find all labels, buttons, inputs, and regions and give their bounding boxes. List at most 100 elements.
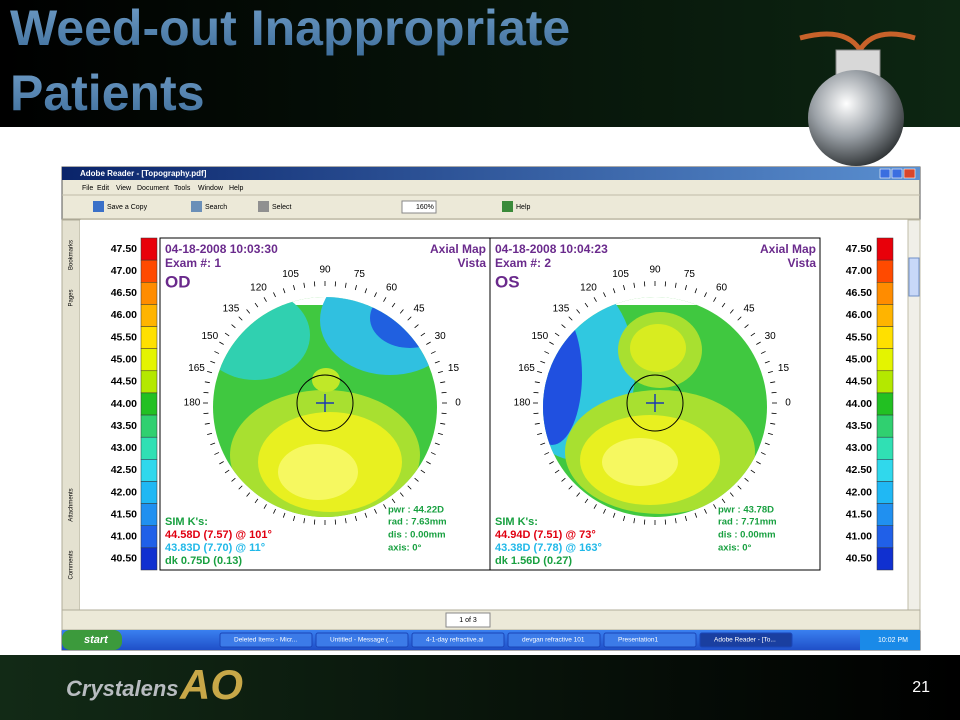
task-button xyxy=(219,632,313,648)
angle-tick xyxy=(721,498,726,504)
device: Vista xyxy=(788,256,817,270)
dis: dis : 0.00mm xyxy=(388,530,446,541)
scale-label: 41.50 xyxy=(111,508,137,520)
angle-tick xyxy=(576,492,581,497)
scale-swatch xyxy=(140,348,158,372)
task-label: Presentation1 xyxy=(618,637,658,644)
angle-tick xyxy=(391,302,396,308)
reticle xyxy=(296,374,354,432)
scale-swatch xyxy=(140,282,158,305)
angle-tick xyxy=(420,332,426,337)
angle-tick xyxy=(584,498,589,504)
angle-label: 75 xyxy=(354,269,366,280)
menu-item: Tools xyxy=(174,185,191,192)
angle-tick xyxy=(593,504,597,509)
task-button xyxy=(603,632,697,648)
toolbar-icon xyxy=(93,201,104,212)
angle-tick xyxy=(554,469,560,474)
angle-tick xyxy=(207,432,213,435)
angle-tick xyxy=(737,485,742,490)
toolbar-label: Select xyxy=(272,204,292,211)
clock: 10:02 PM xyxy=(878,637,908,644)
map-region xyxy=(602,438,678,486)
angle-label: 45 xyxy=(743,304,755,315)
exam-number: Exam #: 1 xyxy=(165,256,221,270)
scale-swatch xyxy=(140,326,158,349)
angle-tick xyxy=(537,371,543,374)
angle-tick xyxy=(770,381,776,384)
angle-tick xyxy=(633,518,636,524)
scale-label: 41.50 xyxy=(846,508,872,520)
rad: rad : 7.71mm xyxy=(718,517,777,528)
angle-tick xyxy=(568,316,573,321)
angle-tick xyxy=(593,297,597,302)
angle-tick xyxy=(246,309,251,314)
angle-tick xyxy=(750,332,756,337)
map-type: Axial Map xyxy=(760,242,816,256)
exam-number: Exam #: 2 xyxy=(495,256,551,270)
angle-tick xyxy=(694,512,698,518)
angle-tick xyxy=(440,381,446,384)
menu-item: Edit xyxy=(97,185,109,192)
scale-label: 46.50 xyxy=(111,287,137,299)
scale-swatch xyxy=(876,481,894,504)
angle-tick xyxy=(540,442,546,446)
map-region xyxy=(630,324,686,372)
sim-k2: 43.38D (7.78) @ 163° xyxy=(495,542,602,554)
angle-label: 60 xyxy=(716,282,728,293)
angle-tick xyxy=(238,485,243,490)
angle-tick xyxy=(684,285,687,291)
scale-swatch xyxy=(140,370,158,394)
scale-swatch xyxy=(140,459,158,482)
logo-brand: Crystalens xyxy=(66,676,179,701)
title-line: Weed-out Inappropriate xyxy=(10,0,570,56)
angle-tick xyxy=(544,452,550,455)
angle-tick xyxy=(729,492,734,497)
angle-label: 45 xyxy=(413,304,425,315)
angle-tick xyxy=(407,485,412,490)
angle-tick xyxy=(633,282,636,288)
angle-tick xyxy=(568,485,573,490)
angle-tick xyxy=(231,324,236,329)
angle-label: 150 xyxy=(201,331,218,342)
scale-label: 47.00 xyxy=(846,265,872,277)
scale-label: 45.50 xyxy=(846,331,872,343)
angle-tick xyxy=(224,332,230,337)
angle-label: 90 xyxy=(319,265,331,276)
scale-label: 43.00 xyxy=(846,442,872,454)
angle-tick xyxy=(303,518,306,524)
map-region xyxy=(543,305,582,445)
scale-label: 46.00 xyxy=(846,309,872,321)
crosshair xyxy=(316,394,334,412)
task-label: Untitled - Message (... xyxy=(330,637,394,644)
scale-label: 46.50 xyxy=(846,287,872,299)
eye-label: OS xyxy=(495,272,520,291)
angle-tick xyxy=(537,432,543,435)
map-region xyxy=(278,444,358,500)
angle-label: 165 xyxy=(188,363,205,374)
side-tab: Comments xyxy=(69,550,75,579)
side-tab: Bookmarks xyxy=(69,240,75,270)
sim-k2: 43.83D (7.70) @ 11° xyxy=(165,542,265,554)
angle-tick xyxy=(764,442,770,446)
angle-label: 90 xyxy=(649,265,661,276)
logo-mark: AO xyxy=(179,661,243,708)
maximize-button xyxy=(891,168,903,179)
angle-tick xyxy=(544,351,550,354)
angle-tick xyxy=(246,492,251,497)
angle-tick xyxy=(760,452,766,455)
angle-tick xyxy=(434,360,440,364)
scale-label: 44.50 xyxy=(111,376,137,388)
task-label: devgan refractive 101 xyxy=(522,637,585,644)
angle-label: 60 xyxy=(386,282,398,293)
task-label: Adobe Reader - [To... xyxy=(714,637,776,644)
scale-label: 42.50 xyxy=(846,464,872,476)
pwr: pwr : 44.22D xyxy=(388,505,444,516)
angle-label: 180 xyxy=(514,398,531,409)
angle-tick xyxy=(603,508,606,514)
scale-label: 41.00 xyxy=(111,531,137,543)
angle-tick xyxy=(623,285,626,291)
angle-label: 120 xyxy=(580,282,597,293)
angle-tick xyxy=(364,288,368,294)
